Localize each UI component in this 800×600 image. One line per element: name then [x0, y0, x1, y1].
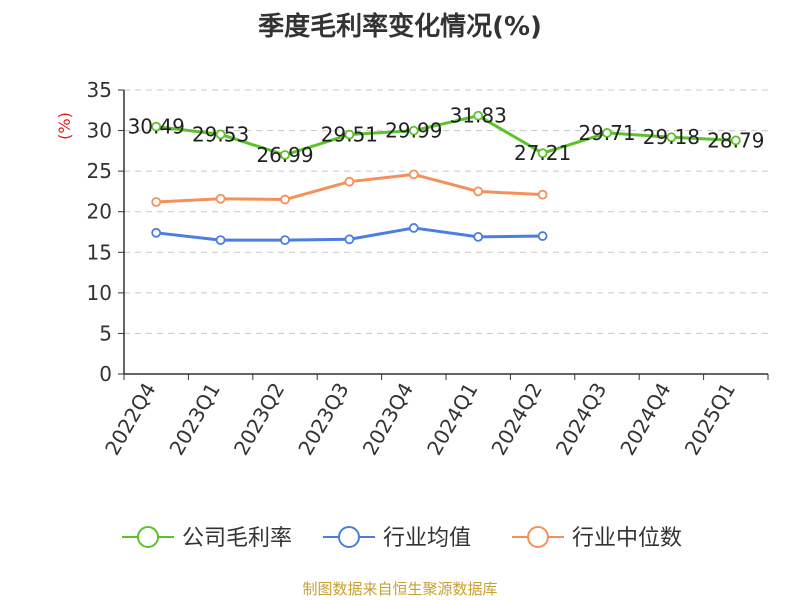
- x-tick-label: 2024Q2: [486, 379, 546, 460]
- data-label: 27.21: [514, 141, 571, 165]
- x-tick-label: 2025Q1: [680, 379, 740, 460]
- data-point: [408, 169, 419, 180]
- legend-label: 公司毛利率: [182, 526, 292, 551]
- data-label: 29.51: [321, 123, 378, 147]
- data-point: [408, 125, 419, 136]
- data-point: [537, 231, 548, 241]
- y-tick-label: 15: [87, 240, 112, 264]
- series-line: [156, 114, 736, 157]
- data-point: [473, 231, 484, 242]
- data-label: 30.49: [128, 115, 185, 139]
- data-point: [280, 235, 290, 246]
- chart-title: 季度毛利率变化情况(%): [258, 12, 542, 42]
- data-point: [151, 121, 162, 132]
- data-point: [215, 235, 226, 246]
- data-point: [344, 234, 355, 245]
- x-tick-label: 2023Q2: [229, 379, 289, 460]
- x-tick-label: 2023Q4: [358, 379, 418, 460]
- y-tick-label: 0: [99, 362, 112, 386]
- y-tick-label: 20: [87, 200, 112, 224]
- data-point: [473, 186, 484, 197]
- data-label: 26.99: [256, 143, 313, 167]
- data-point: [151, 197, 162, 207]
- data-point: [151, 227, 162, 238]
- y-tick-label: 10: [87, 281, 112, 305]
- legend-marker: [527, 526, 549, 548]
- data-label: 29.71: [578, 121, 635, 145]
- data-label: 28.79: [707, 128, 764, 152]
- data-point: [537, 148, 548, 159]
- data-point: [280, 194, 290, 205]
- y-tick-label: 25: [87, 159, 112, 183]
- x-tick-label: 2024Q4: [615, 379, 675, 460]
- y-tick-label: 5: [99, 321, 112, 345]
- data-point: [215, 193, 226, 204]
- data-point: [473, 110, 484, 121]
- data-point: [602, 128, 612, 138]
- data-point: [280, 150, 290, 160]
- x-tick-label: 2024Q3: [551, 379, 611, 460]
- y-axis-label: (%): [55, 112, 74, 140]
- data-label: 31.83: [450, 104, 507, 128]
- data-point: [215, 129, 226, 140]
- x-tick-label: 2023Q1: [164, 379, 224, 460]
- x-tick-label: 2022Q4: [100, 379, 160, 460]
- x-tick-label: 2024Q1: [422, 379, 482, 460]
- x-tick-label: 2023Q3: [293, 379, 353, 460]
- legend-marker: [137, 526, 159, 548]
- legend-marker: [338, 526, 360, 548]
- data-point: [344, 176, 355, 187]
- source-note: 制图数据来自恒生聚源数据库: [302, 580, 498, 598]
- data-label: 29.53: [192, 122, 249, 146]
- data-point: [537, 189, 548, 200]
- data-point: [730, 135, 741, 146]
- data-point: [408, 223, 419, 233]
- data-label: 29.99: [385, 119, 442, 143]
- y-tick-label: 35: [87, 78, 112, 102]
- data-label: 29.18: [643, 125, 700, 149]
- data-point: [344, 129, 355, 140]
- legend-label: 行业中位数: [572, 526, 682, 551]
- data-point: [666, 132, 677, 143]
- legend-label: 行业均值: [383, 526, 471, 551]
- y-tick-label: 30: [87, 119, 112, 143]
